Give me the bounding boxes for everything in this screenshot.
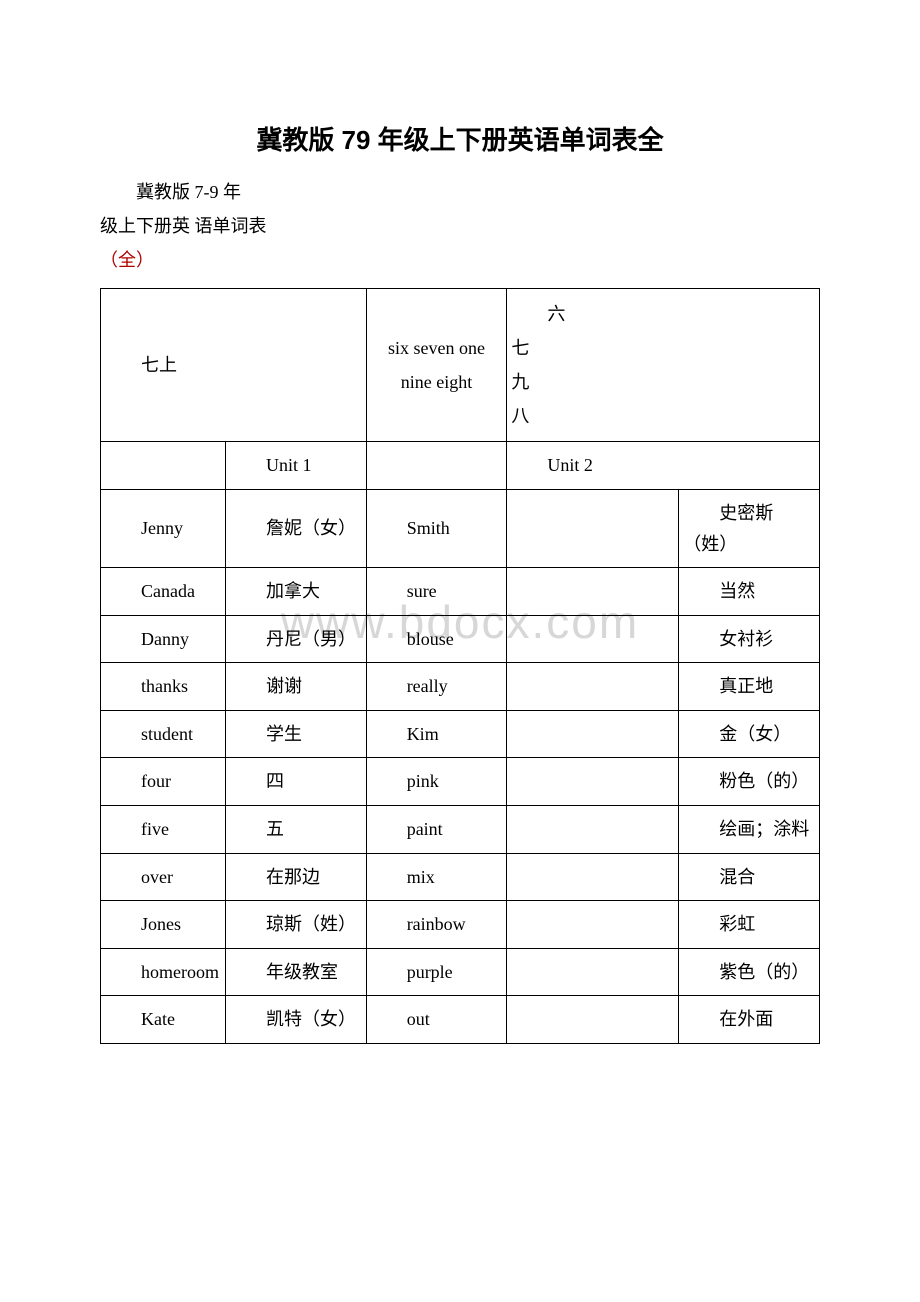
cn1: 琼斯（姓） xyxy=(226,901,367,949)
cn1: 五 xyxy=(226,806,367,854)
en2: paint xyxy=(366,806,507,854)
en1: thanks xyxy=(101,663,226,711)
unit-empty-1 xyxy=(101,442,226,490)
table-row: four 四 pink 粉色（的） xyxy=(101,758,820,806)
cn2: 金（女） xyxy=(679,710,820,758)
blank xyxy=(507,948,679,996)
table-row: student 学生 Kim 金（女） xyxy=(101,710,820,758)
blank xyxy=(507,853,679,901)
en2: Kim xyxy=(366,710,507,758)
en1: five xyxy=(101,806,226,854)
blank xyxy=(507,663,679,711)
en2: out xyxy=(366,996,507,1044)
cn2: 混合 xyxy=(679,853,820,901)
table-row: Danny 丹尼（男） blouse 女衬衫 xyxy=(101,615,820,663)
cn1: 四 xyxy=(226,758,367,806)
cn2: 粉色（的） xyxy=(679,758,820,806)
cn2: 在外面 xyxy=(679,996,820,1044)
cn1: 丹尼（男） xyxy=(226,615,367,663)
cn2: 史密斯（姓） xyxy=(679,489,820,567)
unit-empty-2 xyxy=(366,442,507,490)
intro-line-2: 级上下册英 语单词表 xyxy=(100,209,820,243)
en1: over xyxy=(101,853,226,901)
cn2: 绘画；涂料 xyxy=(679,806,820,854)
en1: student xyxy=(101,710,226,758)
cn2: 彩虹 xyxy=(679,901,820,949)
cn2: 女衬衫 xyxy=(679,615,820,663)
cn2: 当然 xyxy=(679,568,820,616)
table-row: thanks 谢谢 really 真正地 xyxy=(101,663,820,711)
page-title: 冀教版 79 年级上下册英语单词表全 xyxy=(100,120,820,157)
table-row: Jones 琼斯（姓） rainbow 彩虹 xyxy=(101,901,820,949)
table-row: homeroom 年级教室 purple 紫色（的） xyxy=(101,948,820,996)
cn1: 在那边 xyxy=(226,853,367,901)
unit2-cell: Unit 2 xyxy=(507,442,820,490)
table-row: Canada 加拿大 sure 当然 xyxy=(101,568,820,616)
blank xyxy=(507,710,679,758)
en2: Smith xyxy=(366,489,507,567)
en1: four xyxy=(101,758,226,806)
en1: Danny xyxy=(101,615,226,663)
unit1-cell: Unit 1 xyxy=(226,442,367,490)
en1: Jenny xyxy=(101,489,226,567)
vocab-table: 七上 six seven one nine eight 六 七 九 八 Unit… xyxy=(100,288,820,1044)
en1: Kate xyxy=(101,996,226,1044)
cn2: 紫色（的） xyxy=(679,948,820,996)
en2: purple xyxy=(366,948,507,996)
table-header-row: 七上 six seven one nine eight 六 七 九 八 xyxy=(101,288,820,442)
en2: mix xyxy=(366,853,507,901)
blank xyxy=(507,901,679,949)
en2: blouse xyxy=(366,615,507,663)
cn1: 年级教室 xyxy=(226,948,367,996)
table-row: Kate 凯特（女） out 在外面 xyxy=(101,996,820,1044)
blank xyxy=(507,568,679,616)
cn1: 凯特（女） xyxy=(226,996,367,1044)
unit-row: Unit 1 Unit 2 xyxy=(101,442,820,490)
intro-line-1: 冀教版 7-9 年 xyxy=(100,175,820,209)
header-mid: six seven one nine eight xyxy=(366,288,507,442)
en1: Jones xyxy=(101,901,226,949)
en2: rainbow xyxy=(366,901,507,949)
en2: sure xyxy=(366,568,507,616)
blank xyxy=(507,806,679,854)
en2: pink xyxy=(366,758,507,806)
header-right: 六 七 九 八 xyxy=(507,288,820,442)
en2: really xyxy=(366,663,507,711)
en1: Canada xyxy=(101,568,226,616)
cn1: 学生 xyxy=(226,710,367,758)
blank xyxy=(507,615,679,663)
intro-line-3: （全） xyxy=(100,243,820,277)
table-row: five 五 paint 绘画；涂料 xyxy=(101,806,820,854)
cn1: 谢谢 xyxy=(226,663,367,711)
table-row: Jenny 詹妮（女） Smith 史密斯（姓） xyxy=(101,489,820,567)
header-left: 七上 xyxy=(101,288,367,442)
blank xyxy=(507,758,679,806)
blank xyxy=(507,996,679,1044)
cn2: 真正地 xyxy=(679,663,820,711)
cn1: 加拿大 xyxy=(226,568,367,616)
table-row: over 在那边 mix 混合 xyxy=(101,853,820,901)
blank xyxy=(507,489,679,567)
cn1: 詹妮（女） xyxy=(226,489,367,567)
en1: homeroom xyxy=(101,948,226,996)
